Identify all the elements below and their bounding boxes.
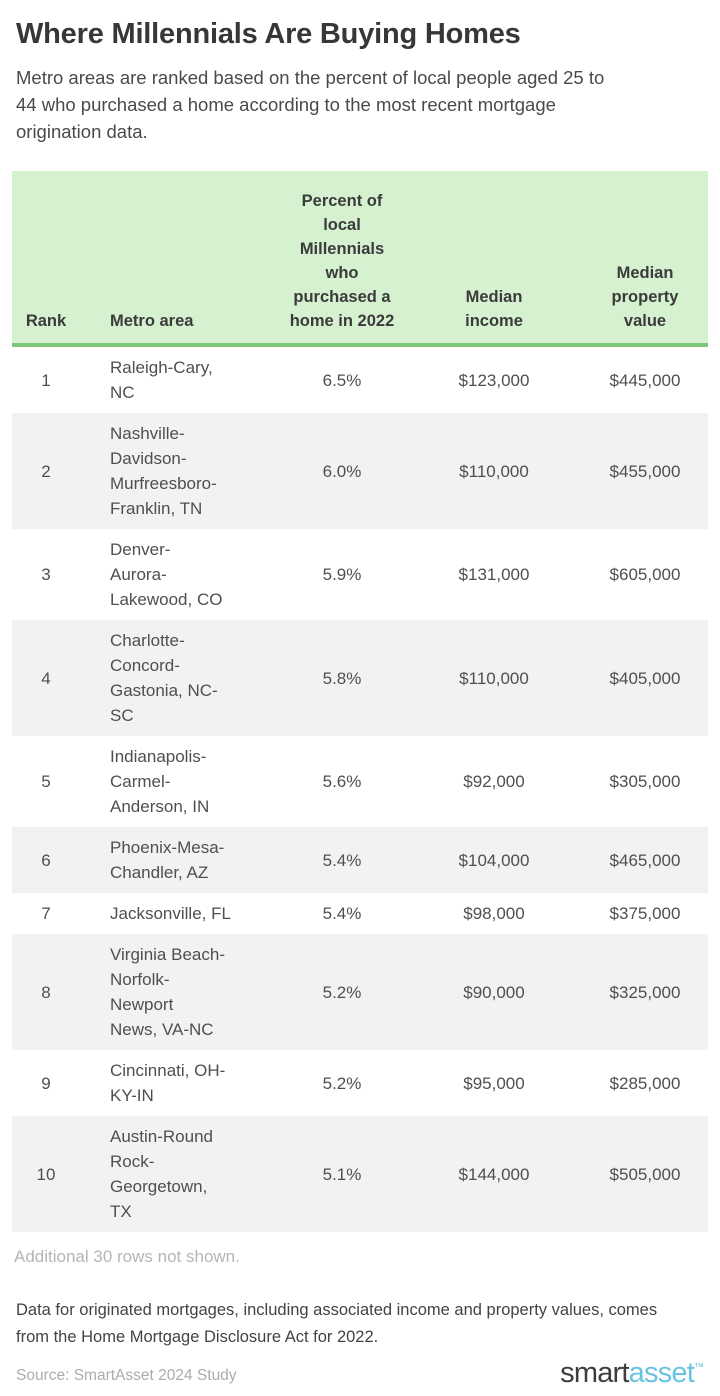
table-row: 2 Nashville- Davidson- Murfreesboro- Fra… xyxy=(12,413,708,529)
table-row: 10 Austin-Round Rock- Georgetown, TX 5.1… xyxy=(12,1116,708,1232)
income-cell: $110,000 xyxy=(459,461,529,481)
rank-cell: 9 xyxy=(41,1073,51,1093)
property-value-cell: $445,000 xyxy=(609,370,681,390)
income-cell: $104,000 xyxy=(458,850,530,870)
rows-not-shown-note: Additional 30 rows not shown. xyxy=(14,1247,240,1266)
page-title: Where Millennials Are Buying Homes xyxy=(16,18,521,50)
logo-smart-text: smart xyxy=(560,1357,629,1389)
rank-cell: 6 xyxy=(41,850,51,870)
income-cell: $90,000 xyxy=(463,982,525,1002)
col-header-median-income: Median income xyxy=(406,171,582,347)
page-subtitle: Metro areas are ranked based on the perc… xyxy=(16,67,605,142)
header-row: Rank Metro area Percent of local Millenn… xyxy=(12,171,708,347)
percent-cell: 5.6% xyxy=(322,772,362,791)
rank-cell: 7 xyxy=(41,904,51,923)
table-row: 4 Charlotte- Concord- Gastonia, NC- SC 5… xyxy=(12,620,708,736)
income-cell: $110,000 xyxy=(459,668,529,688)
rank-cell: 4 xyxy=(41,668,51,688)
metro-cell: Jacksonville, FL xyxy=(110,904,231,923)
metro-cell: Charlotte- Concord- Gastonia, NC- SC xyxy=(110,631,218,725)
property-value-cell: $375,000 xyxy=(609,904,681,923)
table-row: 7 Jacksonville, FL 5.4% $98,000 $375,000 xyxy=(12,893,708,934)
table-row: 3 Denver- Aurora- Lakewood, CO 5.9% $131… xyxy=(12,529,708,620)
rank-cell: 3 xyxy=(41,565,51,584)
table-row: 9 Cincinnati, OH- KY-IN 5.2% $95,000 $28… xyxy=(12,1050,708,1116)
property-value-cell: $505,000 xyxy=(609,1164,681,1184)
percent-cell: 5.4% xyxy=(322,904,362,923)
table-row: 5 Indianapolis- Carmel- Anderson, IN 5.6… xyxy=(12,736,708,827)
metro-cell: Denver- Aurora- Lakewood, CO xyxy=(110,540,223,609)
percent-cell: 5.8% xyxy=(322,668,362,688)
table-row: 6 Phoenix-Mesa- Chandler, AZ 5.4% $104,0… xyxy=(12,827,708,893)
metro-cell: Virginia Beach- Norfolk- Newport News, V… xyxy=(110,945,225,1039)
footer: Source: SmartAsset 2024 Study smartasset… xyxy=(16,1357,704,1390)
percent-cell: 5.2% xyxy=(322,1073,362,1093)
smartasset-logo: smartasset™ xyxy=(560,1357,704,1390)
property-value-cell: $405,000 xyxy=(609,668,681,688)
data-source-note: Data for originated mortgages, including… xyxy=(16,1301,658,1346)
income-cell: $98,000 xyxy=(463,904,525,923)
percent-cell: 5.4% xyxy=(322,850,362,870)
property-value-cell: $305,000 xyxy=(609,772,681,791)
income-cell: $92,000 xyxy=(463,772,525,791)
col-header-median-property-value: Median property value xyxy=(582,171,708,347)
metro-cell: Phoenix-Mesa- Chandler, AZ xyxy=(110,838,225,882)
col-header-rank: Rank xyxy=(12,171,80,347)
rank-cell: 10 xyxy=(36,1164,56,1184)
metro-cell: Cincinnati, OH- KY-IN xyxy=(110,1061,226,1105)
rank-cell: 1 xyxy=(41,370,51,390)
percent-cell: 6.0% xyxy=(322,461,362,481)
rank-cell: 5 xyxy=(41,772,51,791)
metro-cell: Austin-Round Rock- Georgetown, TX xyxy=(110,1127,214,1221)
percent-cell: 5.2% xyxy=(322,982,362,1002)
income-cell: $123,000 xyxy=(458,370,530,390)
metro-cell: Raleigh-Cary, NC xyxy=(110,358,213,402)
rank-cell: 2 xyxy=(41,461,51,481)
income-cell: $131,000 xyxy=(458,565,530,584)
property-value-cell: $325,000 xyxy=(609,982,681,1002)
col-header-percent-purchased: Percent of local Millennials who purchas… xyxy=(278,171,406,347)
percent-cell: 5.9% xyxy=(322,565,362,584)
col-header-metro-area: Metro area xyxy=(80,171,278,347)
percent-cell: 5.1% xyxy=(322,1164,362,1184)
income-cell: $95,000 xyxy=(463,1073,525,1093)
property-value-cell: $605,000 xyxy=(609,565,681,584)
income-cell: $144,000 xyxy=(458,1164,530,1184)
source-text: Source: SmartAsset 2024 Study xyxy=(16,1367,237,1384)
property-value-cell: $465,000 xyxy=(609,850,681,870)
table-row: 8 Virginia Beach- Norfolk- Newport News,… xyxy=(12,934,708,1050)
rank-cell: 8 xyxy=(41,982,51,1002)
table-row: 1 Raleigh-Cary, NC 6.5% $123,000 $445,00… xyxy=(12,345,708,413)
property-value-cell: $455,000 xyxy=(609,461,681,481)
percent-cell: 6.5% xyxy=(322,370,362,390)
logo-asset-text: asset xyxy=(628,1357,695,1389)
metro-cell: Nashville- Davidson- Murfreesboro- Frank… xyxy=(110,424,217,518)
property-value-cell: $285,000 xyxy=(609,1073,681,1093)
trademark-symbol: ™ xyxy=(694,1362,704,1373)
millennials-home-buying-table: Rank Metro area Percent of local Millenn… xyxy=(12,171,708,1232)
metro-cell: Indianapolis- Carmel- Anderson, IN xyxy=(110,747,210,816)
